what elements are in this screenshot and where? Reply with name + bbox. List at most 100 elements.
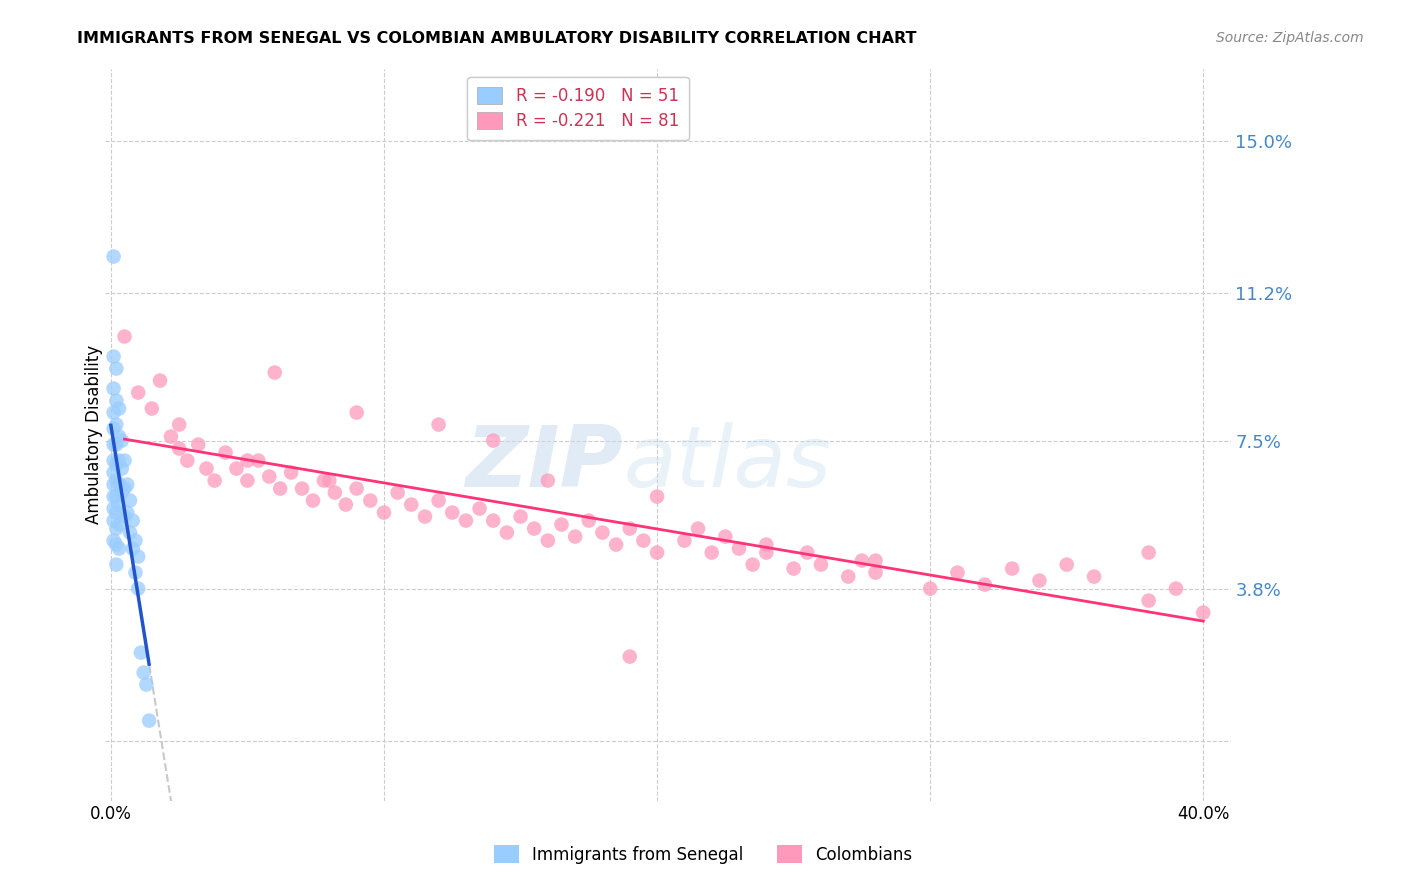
Immigrants from Senegal xyxy=(103,490,125,504)
Immigrants from Senegal xyxy=(103,501,125,516)
Immigrants from Senegal xyxy=(108,401,131,416)
Colombians xyxy=(782,561,804,575)
Immigrants from Senegal xyxy=(138,714,160,728)
Immigrants from Senegal xyxy=(105,558,128,572)
Colombians xyxy=(482,434,505,448)
Immigrants from Senegal xyxy=(118,493,141,508)
Immigrants from Senegal xyxy=(108,517,131,532)
Colombians xyxy=(312,474,335,488)
Colombians xyxy=(482,514,505,528)
Colombians xyxy=(537,474,560,488)
Colombians xyxy=(1001,561,1024,575)
Immigrants from Senegal xyxy=(103,477,125,491)
Colombians xyxy=(454,514,477,528)
Colombians xyxy=(401,498,423,512)
Colombians xyxy=(176,453,198,467)
Colombians xyxy=(796,545,818,559)
Immigrants from Senegal xyxy=(108,498,131,512)
Colombians xyxy=(427,417,450,432)
Text: IMMIGRANTS FROM SENEGAL VS COLOMBIAN AMBULATORY DISABILITY CORRELATION CHART: IMMIGRANTS FROM SENEGAL VS COLOMBIAN AMB… xyxy=(77,31,917,46)
Colombians xyxy=(141,401,163,416)
Colombians xyxy=(523,522,546,536)
Colombians xyxy=(346,482,368,496)
Colombians xyxy=(700,545,723,559)
Colombians xyxy=(496,525,519,540)
Immigrants from Senegal xyxy=(117,506,139,520)
Y-axis label: Ambulatory Disability: Ambulatory Disability xyxy=(86,345,103,524)
Immigrants from Senegal xyxy=(114,482,136,496)
Colombians xyxy=(591,525,613,540)
Colombians xyxy=(263,366,285,380)
Colombians xyxy=(633,533,655,548)
Immigrants from Senegal xyxy=(127,549,149,564)
Immigrants from Senegal xyxy=(121,541,143,556)
Colombians xyxy=(167,417,190,432)
Colombians xyxy=(236,453,259,467)
Colombians xyxy=(973,577,995,591)
Immigrants from Senegal xyxy=(103,466,125,480)
Immigrants from Senegal xyxy=(111,461,134,475)
Immigrants from Senegal xyxy=(111,485,134,500)
Colombians xyxy=(1083,569,1105,583)
Immigrants from Senegal xyxy=(105,538,128,552)
Colombians xyxy=(619,649,641,664)
Colombians xyxy=(755,538,778,552)
Immigrants from Senegal xyxy=(103,453,125,467)
Colombians xyxy=(160,429,183,443)
Colombians xyxy=(564,530,586,544)
Colombians xyxy=(645,490,668,504)
Colombians xyxy=(578,514,600,528)
Colombians xyxy=(865,553,887,567)
Colombians xyxy=(302,493,325,508)
Immigrants from Senegal xyxy=(117,477,139,491)
Immigrants from Senegal xyxy=(114,453,136,467)
Colombians xyxy=(714,530,737,544)
Colombians xyxy=(605,538,627,552)
Immigrants from Senegal xyxy=(105,458,128,472)
Colombians xyxy=(755,545,778,559)
Immigrants from Senegal xyxy=(108,541,131,556)
Immigrants from Senegal xyxy=(105,361,128,376)
Colombians xyxy=(537,533,560,548)
Colombians xyxy=(1164,582,1187,596)
Colombians xyxy=(204,474,226,488)
Immigrants from Senegal xyxy=(111,434,134,448)
Colombians xyxy=(247,453,270,467)
Immigrants from Senegal xyxy=(105,437,128,451)
Immigrants from Senegal xyxy=(105,474,128,488)
Colombians xyxy=(214,445,236,459)
Colombians xyxy=(1192,606,1215,620)
Colombians xyxy=(335,498,357,512)
Immigrants from Senegal xyxy=(135,677,157,691)
Colombians xyxy=(468,501,491,516)
Immigrants from Senegal xyxy=(103,514,125,528)
Immigrants from Senegal xyxy=(124,533,146,548)
Immigrants from Senegal xyxy=(118,525,141,540)
Colombians xyxy=(1137,545,1160,559)
Immigrants from Senegal xyxy=(103,250,125,264)
Colombians xyxy=(359,493,381,508)
Colombians xyxy=(550,517,572,532)
Immigrants from Senegal xyxy=(103,406,125,420)
Text: Source: ZipAtlas.com: Source: ZipAtlas.com xyxy=(1216,31,1364,45)
Colombians xyxy=(427,493,450,508)
Immigrants from Senegal xyxy=(132,665,155,680)
Colombians xyxy=(259,469,281,483)
Colombians xyxy=(865,566,887,580)
Colombians xyxy=(920,582,942,596)
Colombians xyxy=(509,509,531,524)
Immigrants from Senegal xyxy=(121,514,143,528)
Colombians xyxy=(1028,574,1050,588)
Text: ZIP: ZIP xyxy=(465,422,623,506)
Immigrants from Senegal xyxy=(103,350,125,364)
Immigrants from Senegal xyxy=(105,490,128,504)
Colombians xyxy=(645,545,668,559)
Colombians xyxy=(291,482,314,496)
Colombians xyxy=(373,506,395,520)
Colombians xyxy=(236,474,259,488)
Colombians xyxy=(269,482,291,496)
Immigrants from Senegal xyxy=(108,429,131,443)
Immigrants from Senegal xyxy=(105,522,128,536)
Colombians xyxy=(187,437,209,451)
Colombians xyxy=(225,461,247,475)
